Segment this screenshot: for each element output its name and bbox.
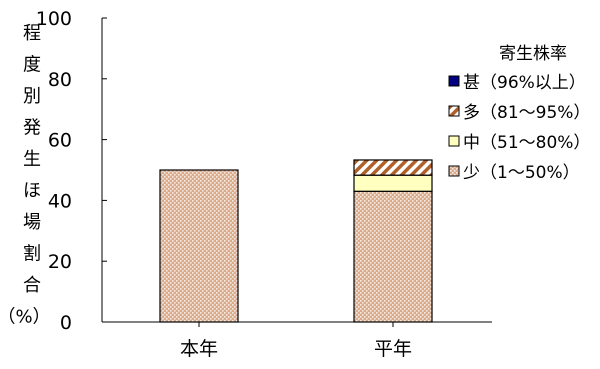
legend-label: 甚（96%以上） xyxy=(463,73,586,93)
bar-segment-1 xyxy=(353,190,433,323)
y-axis-title-char: 合 xyxy=(23,275,41,296)
legend-label: 中（51～80%） xyxy=(463,133,590,153)
bar-segment-1 xyxy=(159,169,239,323)
y-axis-title-unit: （%） xyxy=(0,307,51,328)
y-axis-title-char: 発 xyxy=(23,118,41,139)
legend-swatch xyxy=(448,135,460,147)
y-tick-label: 40 xyxy=(48,190,72,212)
y-axis-title-char: 度 xyxy=(23,55,41,76)
legend-swatch xyxy=(448,105,460,117)
bar-segment-2 xyxy=(353,174,433,192)
y-tick-label: 80 xyxy=(48,69,72,91)
legend-label: 多（81～95%） xyxy=(463,103,590,123)
bar-segment-3 xyxy=(353,159,433,176)
y-axis-title-char: 別 xyxy=(23,86,41,107)
y-tick-label: 100 xyxy=(36,8,72,30)
y-axis-title-char: 生 xyxy=(23,149,41,170)
legend-swatch xyxy=(448,75,460,87)
y-axis-title-char: 割 xyxy=(23,244,41,265)
y-axis-title-char: ほ xyxy=(23,181,41,202)
legend-label: 少（1～50%） xyxy=(463,163,580,183)
legend-swatch xyxy=(448,165,460,177)
y-tick-label: 0 xyxy=(60,312,72,334)
y-axis-title-char: 場 xyxy=(23,212,41,233)
x-tick-label: 平年 xyxy=(374,338,412,360)
legend-title: 寄生株率 xyxy=(499,44,567,64)
y-tick-label: 60 xyxy=(48,130,72,152)
y-tick-label: 20 xyxy=(48,251,72,273)
x-tick-label: 本年 xyxy=(180,338,218,360)
y-axis-title-char: 程 xyxy=(23,23,41,44)
